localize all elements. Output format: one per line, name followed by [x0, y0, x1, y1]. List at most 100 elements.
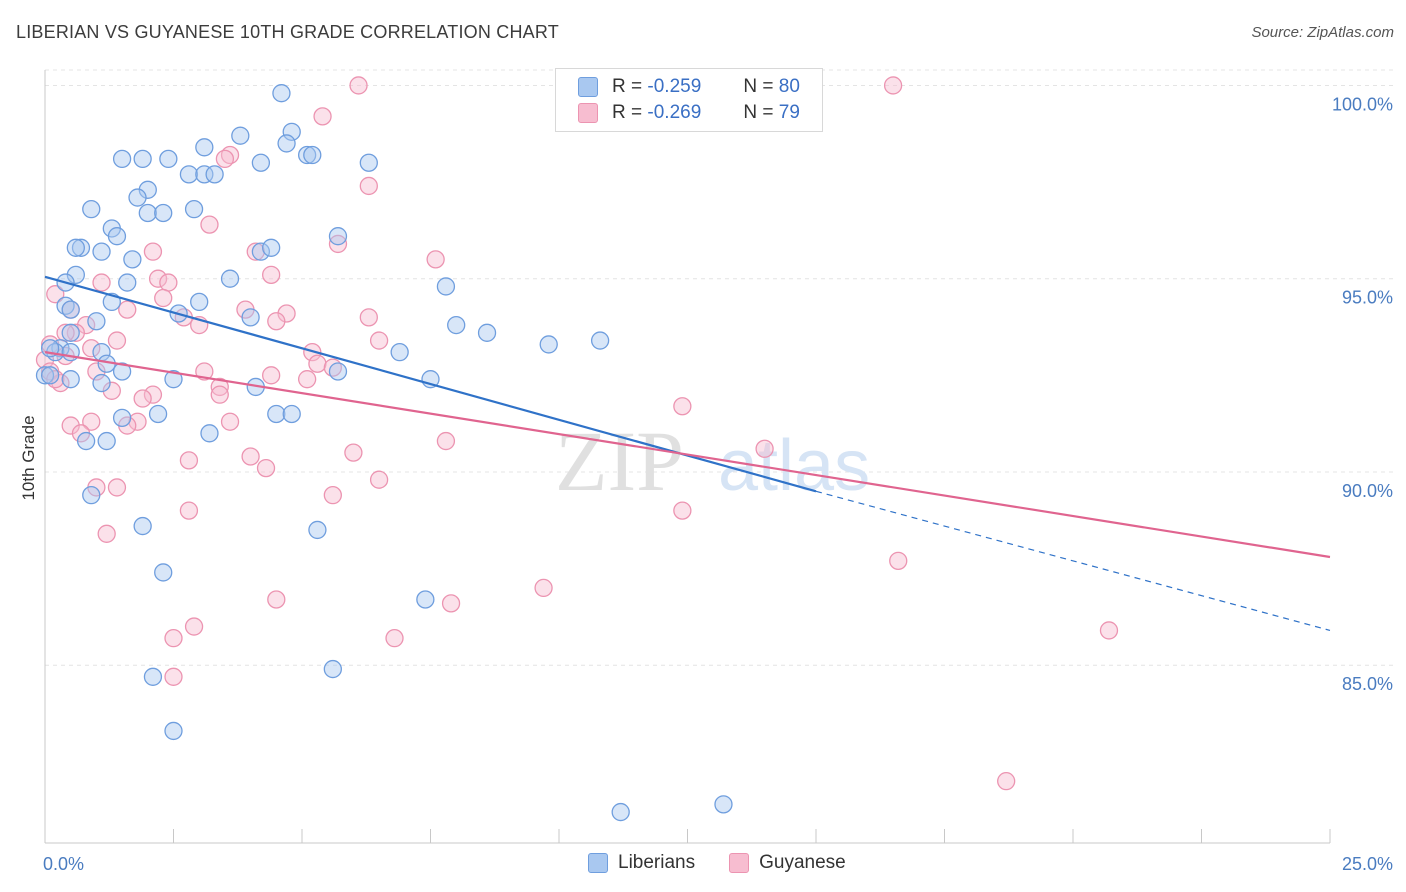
r-label: R = — [612, 76, 643, 97]
guyanese-point — [297, 370, 317, 389]
liberian-point — [143, 667, 163, 686]
liberian-point — [61, 300, 80, 319]
liberian-point — [539, 335, 558, 354]
trendlines — [44, 275, 1331, 632]
liberian-point — [262, 238, 281, 257]
guyanese-point — [441, 594, 461, 613]
source-credit: Source: ZipAtlas.com — [1251, 24, 1394, 41]
guyanese-point — [267, 312, 286, 331]
liberian-point — [308, 520, 327, 540]
guyanese-point — [200, 215, 219, 234]
chart-title: LIBERIAN VS GUYANESE 10TH GRADE CORRELAT… — [16, 22, 559, 42]
liberian-point — [590, 331, 610, 350]
guyanese-point — [534, 578, 553, 598]
liberian-point — [611, 802, 630, 822]
liberian-point — [66, 238, 85, 257]
legend-item-guyanese[interactable]: Guyanese — [729, 852, 846, 874]
guyanese-point — [82, 412, 101, 431]
liberian-point — [97, 431, 116, 451]
liberian-point — [447, 315, 466, 335]
liberian-point — [436, 277, 456, 296]
liberian-point — [82, 485, 101, 505]
liberian-point — [133, 516, 152, 536]
legend-label-guyanese: Guyanese — [759, 852, 846, 873]
liberian-point — [112, 408, 132, 428]
guyanese-point — [210, 385, 229, 404]
liberian-point — [328, 227, 348, 246]
stats-legend: R = -0.259 N = 80 R = -0.269 N = 79 — [555, 68, 823, 132]
guyanese-point — [66, 323, 85, 342]
stats-row-guyanese: R = -0.269 N = 79 — [578, 101, 800, 125]
y-tick-label: 85.0% — [1342, 674, 1393, 694]
liberian-point — [123, 250, 142, 269]
liberians-trendline — [44, 275, 817, 493]
guyanese-point — [359, 308, 378, 327]
liberians-trendline-extrapolated — [815, 490, 1331, 632]
liberian-point — [40, 366, 60, 385]
legend-label-liberians: Liberians — [618, 852, 696, 873]
liberian-point — [359, 153, 378, 172]
guyanese-point — [369, 470, 389, 489]
liberian-point — [251, 242, 271, 261]
liberian-point — [112, 149, 132, 169]
axes — [44, 70, 1331, 844]
guyanese-point — [179, 501, 199, 520]
guyanese-point — [369, 331, 389, 350]
guyanese-point — [426, 250, 445, 269]
liberian-point — [35, 366, 55, 385]
liberian-point — [323, 659, 342, 679]
liberian-point — [277, 134, 296, 153]
liberian-point — [267, 404, 286, 424]
liberian-point — [297, 145, 317, 165]
guyanese-point — [210, 377, 229, 397]
liberian-point — [112, 362, 132, 381]
guyanese-point — [883, 76, 903, 95]
y-axis-label: 10th Grade — [19, 415, 38, 500]
guyanese-point — [349, 76, 368, 95]
guyanese-point — [1099, 621, 1119, 640]
guyanese-legend-swatch — [729, 853, 750, 873]
n-value-guyanese: 79 — [778, 102, 800, 123]
guyanese-point — [215, 149, 235, 169]
y-tick-label: 95.0% — [1342, 288, 1393, 308]
guyanese-point — [143, 385, 163, 404]
liberian-point — [220, 269, 240, 288]
guyanese-point — [673, 397, 692, 416]
x-tick-labels: 0.0% 25.0% — [43, 854, 1393, 874]
liberian-point — [328, 362, 348, 381]
guyanese-point — [107, 331, 127, 350]
r-value-liberians: -0.259 — [647, 76, 702, 97]
n-label: N = — [743, 76, 774, 97]
liberian-point — [107, 227, 127, 246]
guyanese-point — [262, 366, 281, 385]
guyanese-point — [997, 772, 1016, 791]
guyanese-point — [755, 439, 774, 458]
legend-item-liberians[interactable]: Liberians — [588, 852, 695, 874]
guyanese-point — [344, 443, 363, 462]
liberian-point — [164, 370, 183, 389]
liberian-point — [133, 149, 152, 169]
liberian-point — [205, 165, 224, 184]
liberian-point — [272, 84, 291, 103]
guyanese-point — [164, 629, 183, 648]
liberian-point — [195, 165, 214, 184]
series-guyanese — [35, 76, 1119, 791]
liberian-point — [92, 373, 111, 393]
guyanese-point — [195, 362, 214, 381]
guyanese-point — [46, 285, 65, 304]
guyanese-point — [179, 451, 199, 470]
liberian-point — [416, 590, 435, 609]
watermark: ZIP atlas — [555, 413, 870, 509]
liberian-point — [148, 404, 168, 424]
liberian-point — [76, 431, 96, 451]
guyanese-swatch — [578, 103, 598, 123]
liberian-point — [179, 165, 199, 184]
guyanese-point — [220, 412, 240, 431]
liberian-point — [154, 203, 173, 223]
liberian-point — [184, 199, 204, 219]
guyanese-point — [107, 478, 127, 497]
guyanese-point — [436, 431, 456, 451]
guyanese-point — [359, 176, 378, 196]
guyanese-point — [159, 273, 178, 292]
